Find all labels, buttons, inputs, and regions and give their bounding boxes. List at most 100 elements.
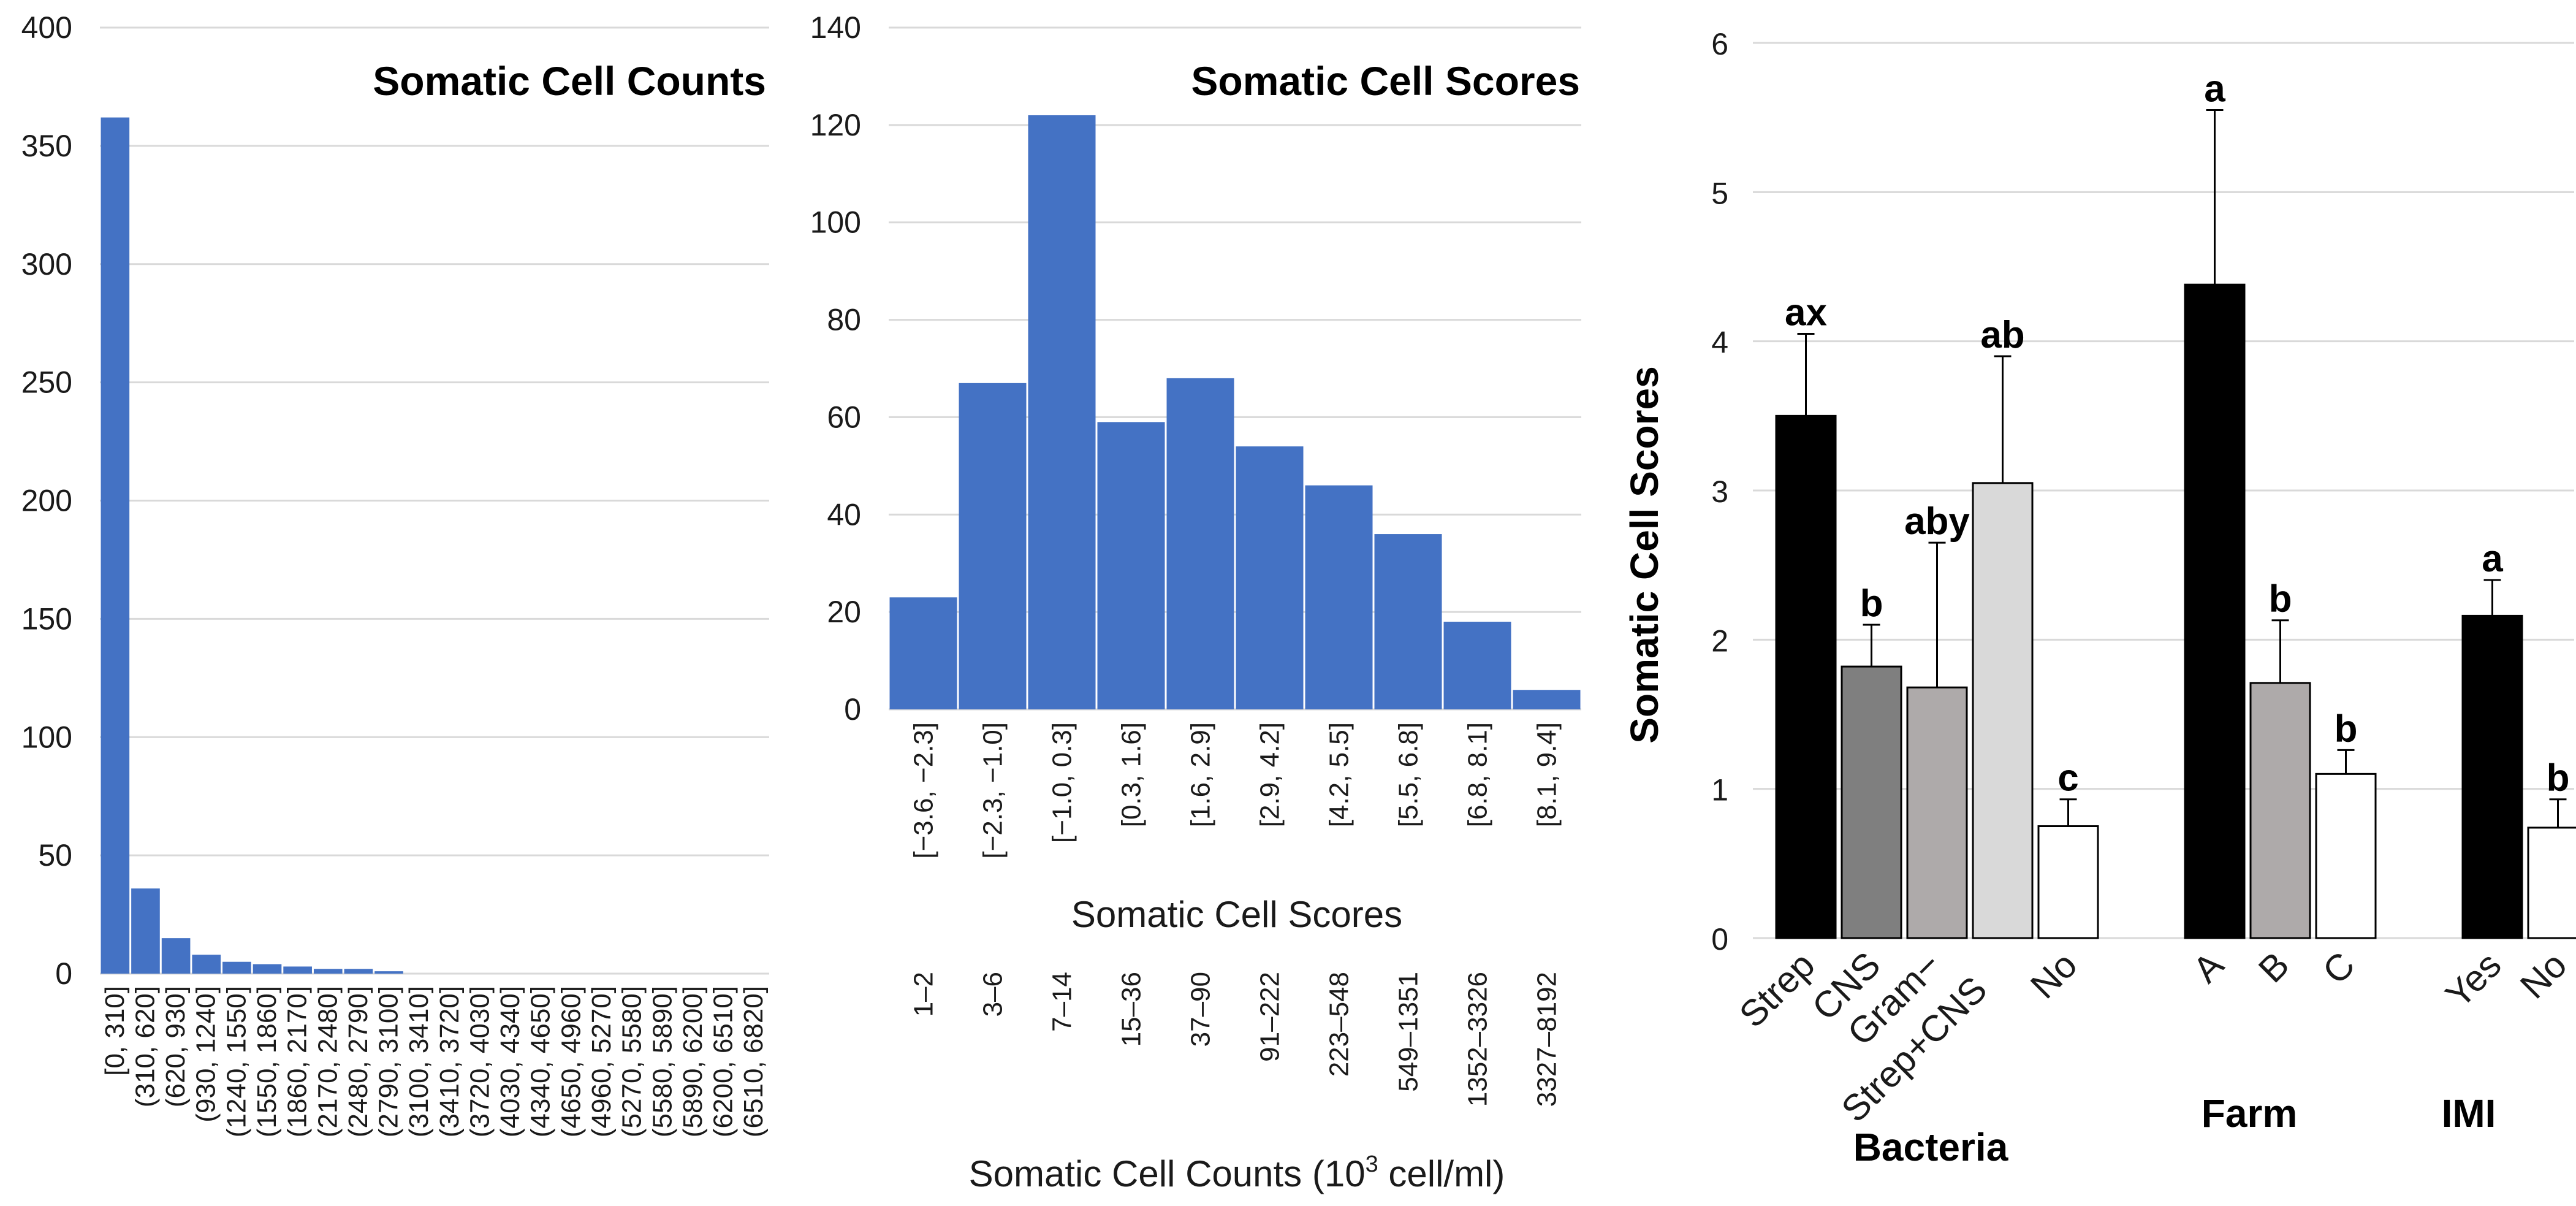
count-range-label: 37–90 bbox=[1186, 972, 1216, 1047]
histogram-bar bbox=[1236, 446, 1304, 709]
x-tick-label: (3720, 4030] bbox=[465, 986, 495, 1137]
y-tick-label: 300 bbox=[21, 247, 72, 281]
count-range-label: 15–36 bbox=[1117, 972, 1147, 1047]
y-tick-label: 1 bbox=[1711, 773, 1728, 807]
count-range-label: 7–14 bbox=[1047, 972, 1077, 1032]
x-tick-label: (4960, 5270] bbox=[587, 986, 617, 1137]
x-tick-label: (3410, 3720] bbox=[435, 986, 465, 1137]
x-tick-label: (310, 620] bbox=[130, 986, 160, 1107]
histogram-bar bbox=[131, 888, 160, 974]
x-tick-label: [−3.6, −2.3] bbox=[909, 722, 939, 859]
chart-somatic-cell-scores: 0 20 40 60 80 100 120 140 [−3.6, −2.3] 1–2 [−2.3, … bbox=[810, 10, 1581, 1194]
x-tick-label: (2170, 2480] bbox=[313, 986, 343, 1137]
histogram-bar bbox=[1166, 378, 1234, 709]
histogram-bar bbox=[959, 383, 1027, 709]
histogram-bar bbox=[101, 117, 130, 974]
bar-category-label: No bbox=[2512, 944, 2575, 1007]
y-tick-label: 6 bbox=[1711, 27, 1728, 61]
x-tick-label: [5.5, 6.8] bbox=[1394, 722, 1424, 827]
bar-category-label: No bbox=[2023, 944, 2085, 1007]
mean-bar bbox=[1972, 482, 2034, 939]
y-tick-label: 100 bbox=[21, 720, 72, 754]
count-range-label: 3–6 bbox=[978, 972, 1008, 1017]
y-tick-label: 200 bbox=[21, 484, 72, 518]
x-tick-label: [−2.3, −1.0] bbox=[978, 722, 1008, 859]
mean-bar bbox=[2037, 825, 2099, 939]
histogram-bar bbox=[313, 969, 343, 974]
y-tick-label: 150 bbox=[21, 601, 72, 636]
histogram-bar bbox=[1443, 622, 1511, 709]
count-range-label: 1–2 bbox=[909, 972, 939, 1017]
y-tick-label: 120 bbox=[810, 108, 861, 142]
x-tick-label: (1860, 2170] bbox=[283, 986, 313, 1137]
histogram-bar bbox=[374, 971, 403, 974]
x-tick-label: (2480, 2790] bbox=[343, 986, 373, 1137]
y-tick-label: 20 bbox=[827, 595, 861, 629]
significance-letter: b bbox=[2269, 578, 2292, 620]
x-tick-label: (5890, 6200] bbox=[678, 986, 708, 1137]
y-tick-label: 4 bbox=[1711, 326, 1728, 360]
histogram-bar bbox=[283, 966, 312, 974]
x-tick-label: [0, 310] bbox=[100, 986, 130, 1076]
chart-title: Somatic Cell Counts bbox=[373, 58, 766, 104]
histogram-bar bbox=[222, 961, 251, 974]
group-label: IMI bbox=[2442, 1091, 2496, 1135]
histogram-bar bbox=[1305, 485, 1373, 709]
histogram-bar bbox=[889, 597, 957, 709]
y-tick-label: 350 bbox=[21, 129, 72, 163]
y-tick-label: 80 bbox=[827, 303, 861, 337]
x-tick-label: (2790, 3100] bbox=[374, 986, 404, 1137]
histogram-bar bbox=[1028, 115, 1096, 709]
x-tick-label: (5270, 5580] bbox=[617, 986, 647, 1137]
significance-letter: ax bbox=[1785, 292, 1827, 334]
significance-letter: a bbox=[2204, 68, 2225, 110]
mean-bar bbox=[1841, 665, 1902, 939]
x-axis-label: Somatic Cell Scores bbox=[1071, 894, 1402, 935]
x-tick-label: [−1.0, 0.3] bbox=[1047, 722, 1077, 843]
x-tick-label: [0.3, 1.6] bbox=[1117, 722, 1147, 827]
significance-letter: ab bbox=[1980, 314, 2024, 356]
histogram-bar bbox=[1513, 690, 1581, 709]
group-label: Bacteria bbox=[1853, 1125, 2008, 1169]
x-tick-label: [4.2, 5.5] bbox=[1324, 722, 1354, 827]
y-tick-label: 60 bbox=[827, 400, 861, 434]
y-tick-label: 0 bbox=[844, 692, 861, 727]
significance-letter: b bbox=[1860, 582, 1883, 625]
group-label: Farm bbox=[2202, 1091, 2298, 1135]
histogram-bar bbox=[161, 938, 191, 974]
x-tick-label: (1240, 1550] bbox=[221, 986, 251, 1137]
significance-letter: b bbox=[2335, 708, 2358, 750]
significance-letter: b bbox=[2547, 757, 2570, 800]
bar-category-label: A bbox=[2185, 944, 2232, 991]
y-tick-label: 3 bbox=[1711, 475, 1728, 509]
count-range-label: 1352–3326 bbox=[1463, 972, 1493, 1107]
significance-letter: c bbox=[2057, 757, 2078, 800]
x-tick-label: (930, 1240] bbox=[191, 986, 221, 1123]
x-tick-label: (6200, 6510] bbox=[709, 986, 739, 1137]
histogram-bar bbox=[253, 964, 282, 974]
x-tick-label: (3100, 3410] bbox=[404, 986, 434, 1137]
histogram-bar bbox=[192, 955, 221, 974]
significance-letter: a bbox=[2482, 538, 2503, 580]
chart-title: Somatic Cell Scores bbox=[1191, 58, 1580, 104]
x-axis-label-counts: Somatic Cell Counts (103 cell/ml) bbox=[969, 1151, 1505, 1194]
x-tick-label: (620, 930] bbox=[161, 986, 191, 1107]
y-tick-label: 2 bbox=[1711, 624, 1728, 658]
y-tick-label: 40 bbox=[827, 497, 861, 532]
y-axis-label: Somatic Cell Scores bbox=[1622, 366, 1666, 743]
y-tick-label: 400 bbox=[21, 10, 72, 45]
y-tick-label: 100 bbox=[810, 205, 861, 240]
count-range-label: 3327–8192 bbox=[1532, 972, 1562, 1107]
x-tick-label: (5580, 5890] bbox=[647, 986, 677, 1137]
chart-somatic-cell-counts: 0 50 100 150 200 250 300 350 400 [0, 310] (310, 62… bbox=[21, 10, 769, 1137]
bar-category-label: C bbox=[2315, 944, 2363, 992]
bar-category-label: Yes bbox=[2437, 944, 2509, 1016]
x-tick-label: [6.8, 8.1] bbox=[1463, 722, 1493, 827]
x-tick-label: [2.9, 4.2] bbox=[1255, 722, 1285, 827]
count-range-label: 549–1351 bbox=[1394, 972, 1424, 1092]
histogram-bar bbox=[1374, 534, 1442, 709]
mean-bar bbox=[2527, 826, 2576, 939]
significance-letter: aby bbox=[1904, 500, 1970, 543]
